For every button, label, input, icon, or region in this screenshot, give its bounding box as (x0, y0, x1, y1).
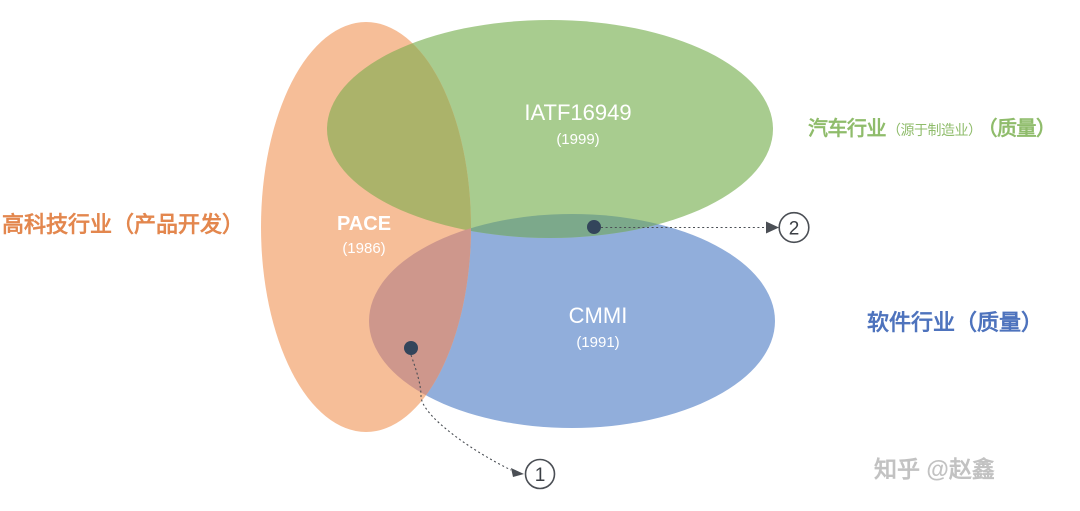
svg-text:(1991): (1991) (576, 334, 619, 351)
svg-text:1: 1 (535, 465, 546, 486)
svg-text:IATF16949: IATF16949 (524, 100, 631, 125)
svg-text:(1986): (1986) (342, 240, 385, 257)
svg-text:软件行业（质量）: 软件行业（质量） (867, 310, 1043, 335)
svg-text:(1999): (1999) (556, 131, 599, 148)
svg-text:知乎 @赵鑫: 知乎 @赵鑫 (874, 456, 995, 482)
svg-text:汽车行业（源于制造业）（质量）: 汽车行业（源于制造业） （质量） (808, 116, 1056, 140)
svg-text:2: 2 (789, 219, 800, 240)
svg-text:PACE: PACE (337, 213, 391, 235)
svg-text:高科技行业（产品开发）: 高科技行业（产品开发） (2, 212, 244, 237)
svg-text:CMMI: CMMI (569, 303, 628, 328)
